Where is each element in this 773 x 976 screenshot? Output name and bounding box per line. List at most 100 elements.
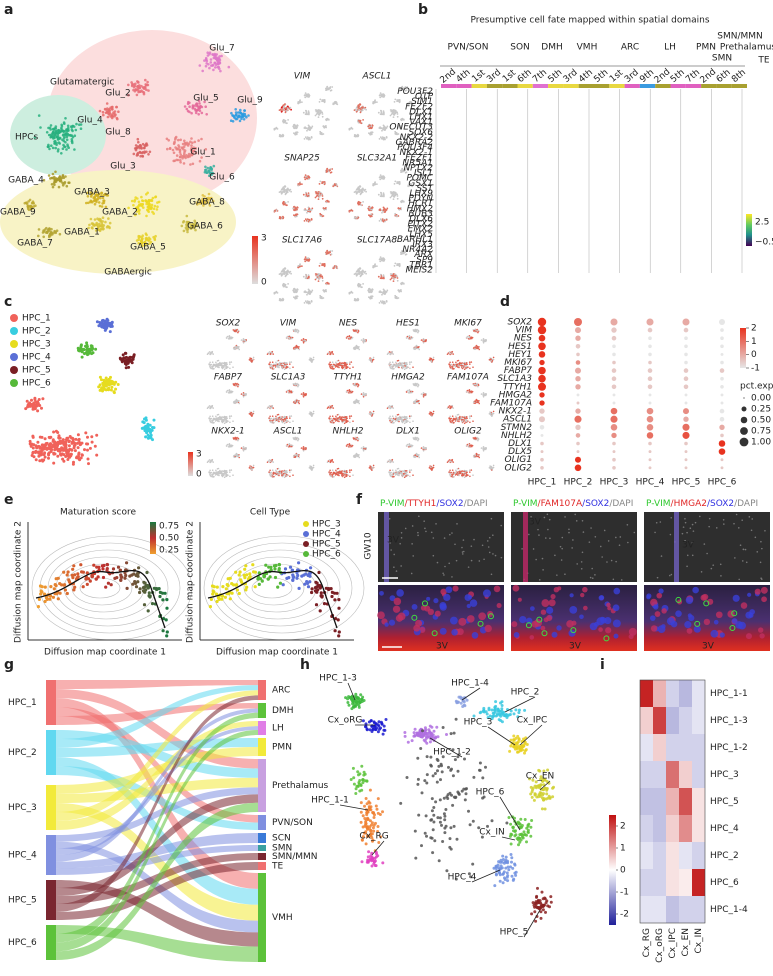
cluster-bar — [701, 84, 716, 88]
cell-dot — [144, 87, 147, 90]
cell-dot — [319, 213, 321, 215]
cell-dot — [311, 208, 313, 210]
colorbar — [252, 236, 258, 284]
cell-dot — [317, 193, 319, 195]
domain-label: ARC — [621, 43, 639, 53]
cell-dot — [392, 111, 394, 113]
cell-dot — [283, 104, 285, 106]
cell-dot — [304, 97, 306, 99]
cell-dot — [283, 120, 285, 122]
cell-dot — [137, 235, 140, 238]
cell-dot — [394, 196, 396, 198]
cell-dot — [326, 201, 328, 203]
cell-dot — [214, 66, 217, 69]
cell-dot — [381, 96, 383, 98]
cell-dot — [379, 179, 381, 181]
cluster-label: 8th — [730, 68, 748, 85]
cell-dot — [274, 292, 276, 294]
cell-dot — [205, 113, 208, 116]
cell-dot — [280, 217, 282, 219]
cell-dot — [195, 112, 198, 115]
cell-dot — [64, 117, 67, 120]
cell-dot — [332, 103, 334, 105]
cell-dot — [322, 113, 324, 115]
cell-dot — [199, 160, 202, 163]
cell-dot — [214, 57, 217, 60]
cell-dot — [303, 291, 305, 293]
cell-dot — [401, 282, 403, 284]
cell-dot — [303, 127, 305, 129]
cell-dot — [394, 114, 396, 116]
cell-dot — [228, 66, 231, 69]
cell-dot — [380, 136, 382, 138]
cell-dot — [71, 140, 74, 143]
cell-dot — [94, 203, 97, 206]
cell-dot — [174, 146, 177, 149]
cell-dot — [197, 113, 200, 116]
cell-dot — [136, 153, 139, 156]
cell-dot — [397, 198, 399, 200]
cell-dot — [319, 181, 321, 183]
cell-dot — [307, 277, 309, 279]
group-label: Glutamatergic — [50, 78, 114, 88]
cell-dot — [319, 295, 321, 297]
cell-dot — [285, 284, 287, 286]
cell-dot — [54, 147, 57, 150]
cell-dot — [66, 139, 69, 142]
cell-dot — [323, 181, 325, 183]
cell-dot — [95, 454, 98, 457]
gene-label: SLC32A1 — [357, 154, 397, 164]
cell-dot — [192, 163, 195, 166]
cell-dot — [57, 150, 60, 153]
cell-dot — [358, 271, 360, 273]
cell-dot — [112, 111, 115, 114]
domain-label: VMH — [577, 43, 598, 53]
cell-dot — [368, 132, 370, 134]
cell-dot — [355, 273, 357, 275]
cell-dot — [289, 271, 291, 273]
cell-dot — [316, 109, 318, 111]
cell-dot — [397, 280, 399, 282]
cell-dot — [148, 199, 151, 202]
cell-dot — [384, 259, 386, 261]
cell-dot — [52, 132, 55, 135]
cell-dot — [99, 110, 102, 113]
cell-dot — [383, 192, 385, 194]
cell-dot — [132, 204, 135, 207]
cluster-bar — [518, 84, 533, 88]
cell-dot — [39, 126, 42, 129]
cell-dot — [384, 129, 386, 131]
cell-dot — [292, 126, 294, 128]
cell-dot — [283, 202, 285, 204]
cell-dot — [322, 198, 324, 200]
cell-dot — [83, 448, 86, 451]
cell-dot — [234, 108, 237, 111]
cell-dot — [144, 79, 147, 82]
cell-dot — [174, 137, 177, 140]
cell-dot — [394, 265, 396, 267]
cell-dot — [71, 129, 74, 132]
cell-dot — [399, 290, 401, 292]
legend-label: HPC_1 — [22, 314, 51, 324]
cell-dot — [52, 186, 55, 189]
cluster-label: Glu_3 — [110, 162, 135, 172]
cell-dot — [367, 126, 369, 128]
cell-dot — [401, 118, 403, 120]
cell-dot — [48, 134, 51, 137]
cell-dot — [394, 181, 396, 183]
legend-label: HPC_2 — [22, 327, 51, 337]
cell-dot — [104, 221, 107, 224]
cell-dot — [328, 169, 330, 171]
cell-dot — [147, 206, 150, 209]
cell-dot — [394, 213, 396, 215]
domain-label: SMN — [712, 54, 732, 64]
cell-dot — [65, 148, 68, 151]
cell-dot — [304, 261, 306, 263]
cluster-bar — [441, 84, 456, 88]
cell-dot — [331, 250, 333, 252]
cell-dot — [355, 217, 357, 219]
cell-dot — [99, 205, 102, 208]
cell-dot — [381, 212, 383, 214]
cell-dot — [362, 271, 364, 273]
cell-dot — [144, 199, 147, 202]
